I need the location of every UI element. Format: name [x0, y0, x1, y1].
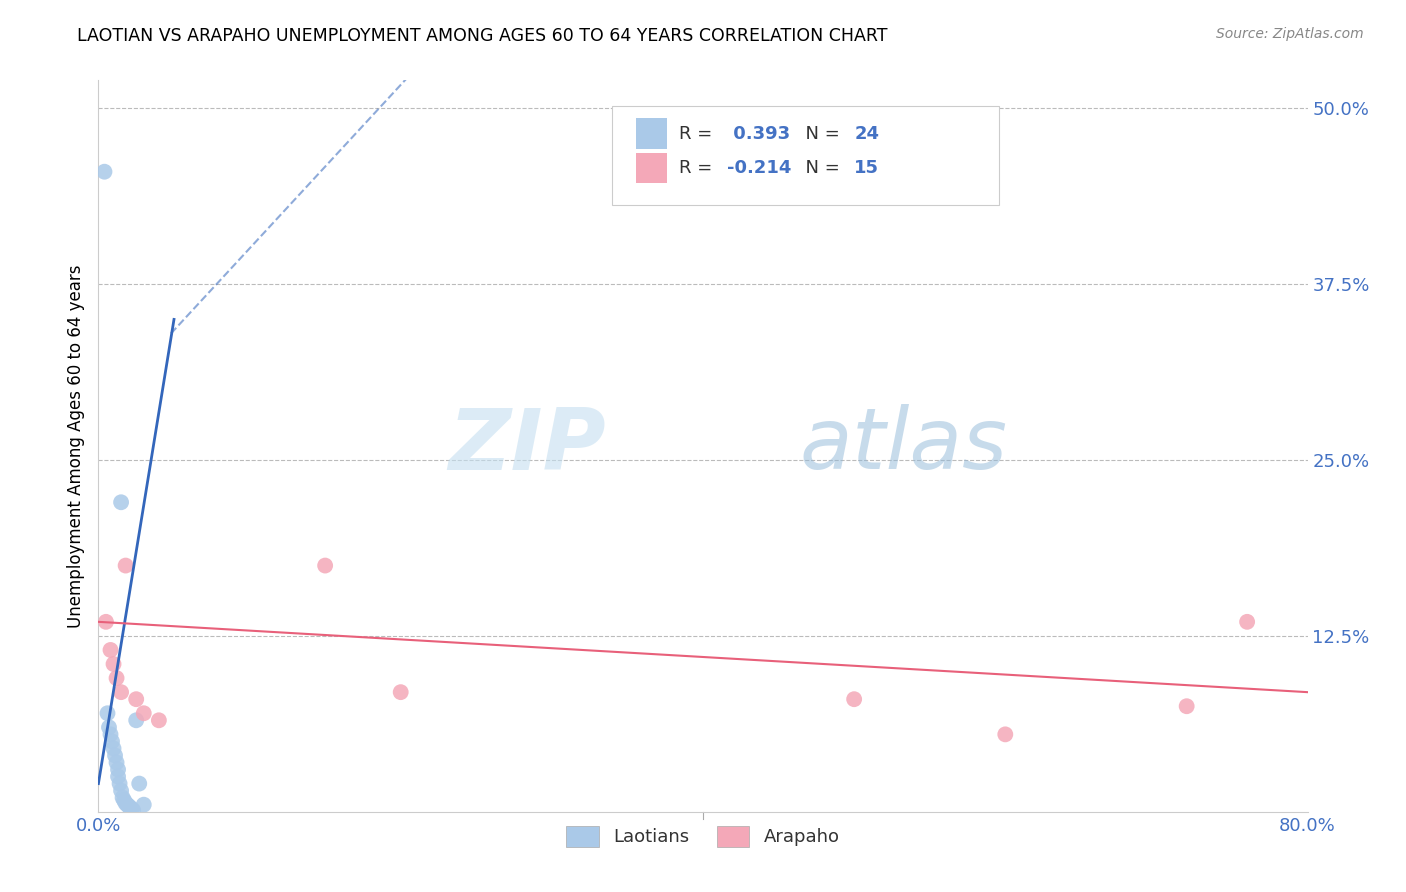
- Text: R =: R =: [679, 159, 718, 177]
- Point: [108, 776, 131, 790]
- Point: [98, 720, 121, 734]
- Text: 15: 15: [855, 159, 879, 177]
- Point: [112, 793, 135, 807]
- Point: [1236, 615, 1258, 629]
- Point: [118, 799, 141, 814]
- Text: 24: 24: [855, 125, 879, 143]
- Point: [314, 558, 336, 573]
- Point: [132, 706, 155, 721]
- Legend: Laotians, Arapaho: Laotians, Arapaho: [560, 819, 846, 854]
- Point: [1175, 699, 1198, 714]
- Text: R =: R =: [679, 125, 718, 143]
- FancyBboxPatch shape: [613, 106, 1000, 204]
- Point: [115, 797, 138, 812]
- Text: N =: N =: [793, 125, 845, 143]
- Point: [110, 783, 132, 797]
- Point: [93, 164, 115, 178]
- Point: [105, 671, 128, 685]
- Point: [103, 741, 125, 756]
- Point: [100, 643, 122, 657]
- Point: [120, 800, 142, 814]
- Point: [132, 797, 155, 812]
- Point: [94, 615, 117, 629]
- Point: [101, 734, 124, 748]
- Text: N =: N =: [793, 159, 845, 177]
- FancyBboxPatch shape: [637, 119, 666, 149]
- Point: [104, 748, 127, 763]
- Point: [105, 756, 128, 770]
- Text: Source: ZipAtlas.com: Source: ZipAtlas.com: [1216, 27, 1364, 41]
- Point: [389, 685, 412, 699]
- Point: [111, 790, 134, 805]
- Point: [122, 803, 145, 817]
- Text: -0.214: -0.214: [727, 159, 792, 177]
- Point: [107, 763, 129, 777]
- Point: [110, 685, 132, 699]
- Text: ZIP: ZIP: [449, 404, 606, 488]
- Point: [107, 770, 129, 784]
- Point: [103, 657, 125, 671]
- FancyBboxPatch shape: [637, 153, 666, 184]
- Point: [121, 802, 143, 816]
- Point: [844, 692, 866, 706]
- Text: atlas: atlas: [800, 404, 1008, 488]
- Text: LAOTIAN VS ARAPAHO UNEMPLOYMENT AMONG AGES 60 TO 64 YEARS CORRELATION CHART: LAOTIAN VS ARAPAHO UNEMPLOYMENT AMONG AG…: [77, 27, 887, 45]
- Point: [96, 706, 118, 721]
- Point: [100, 727, 122, 741]
- Point: [148, 714, 170, 728]
- Point: [114, 797, 136, 811]
- Point: [994, 727, 1017, 741]
- Point: [128, 776, 150, 790]
- Y-axis label: Unemployment Among Ages 60 to 64 years: Unemployment Among Ages 60 to 64 years: [66, 264, 84, 628]
- Point: [114, 558, 136, 573]
- Point: [125, 692, 148, 706]
- Text: 0.393: 0.393: [727, 125, 790, 143]
- Point: [110, 495, 132, 509]
- Point: [125, 714, 148, 728]
